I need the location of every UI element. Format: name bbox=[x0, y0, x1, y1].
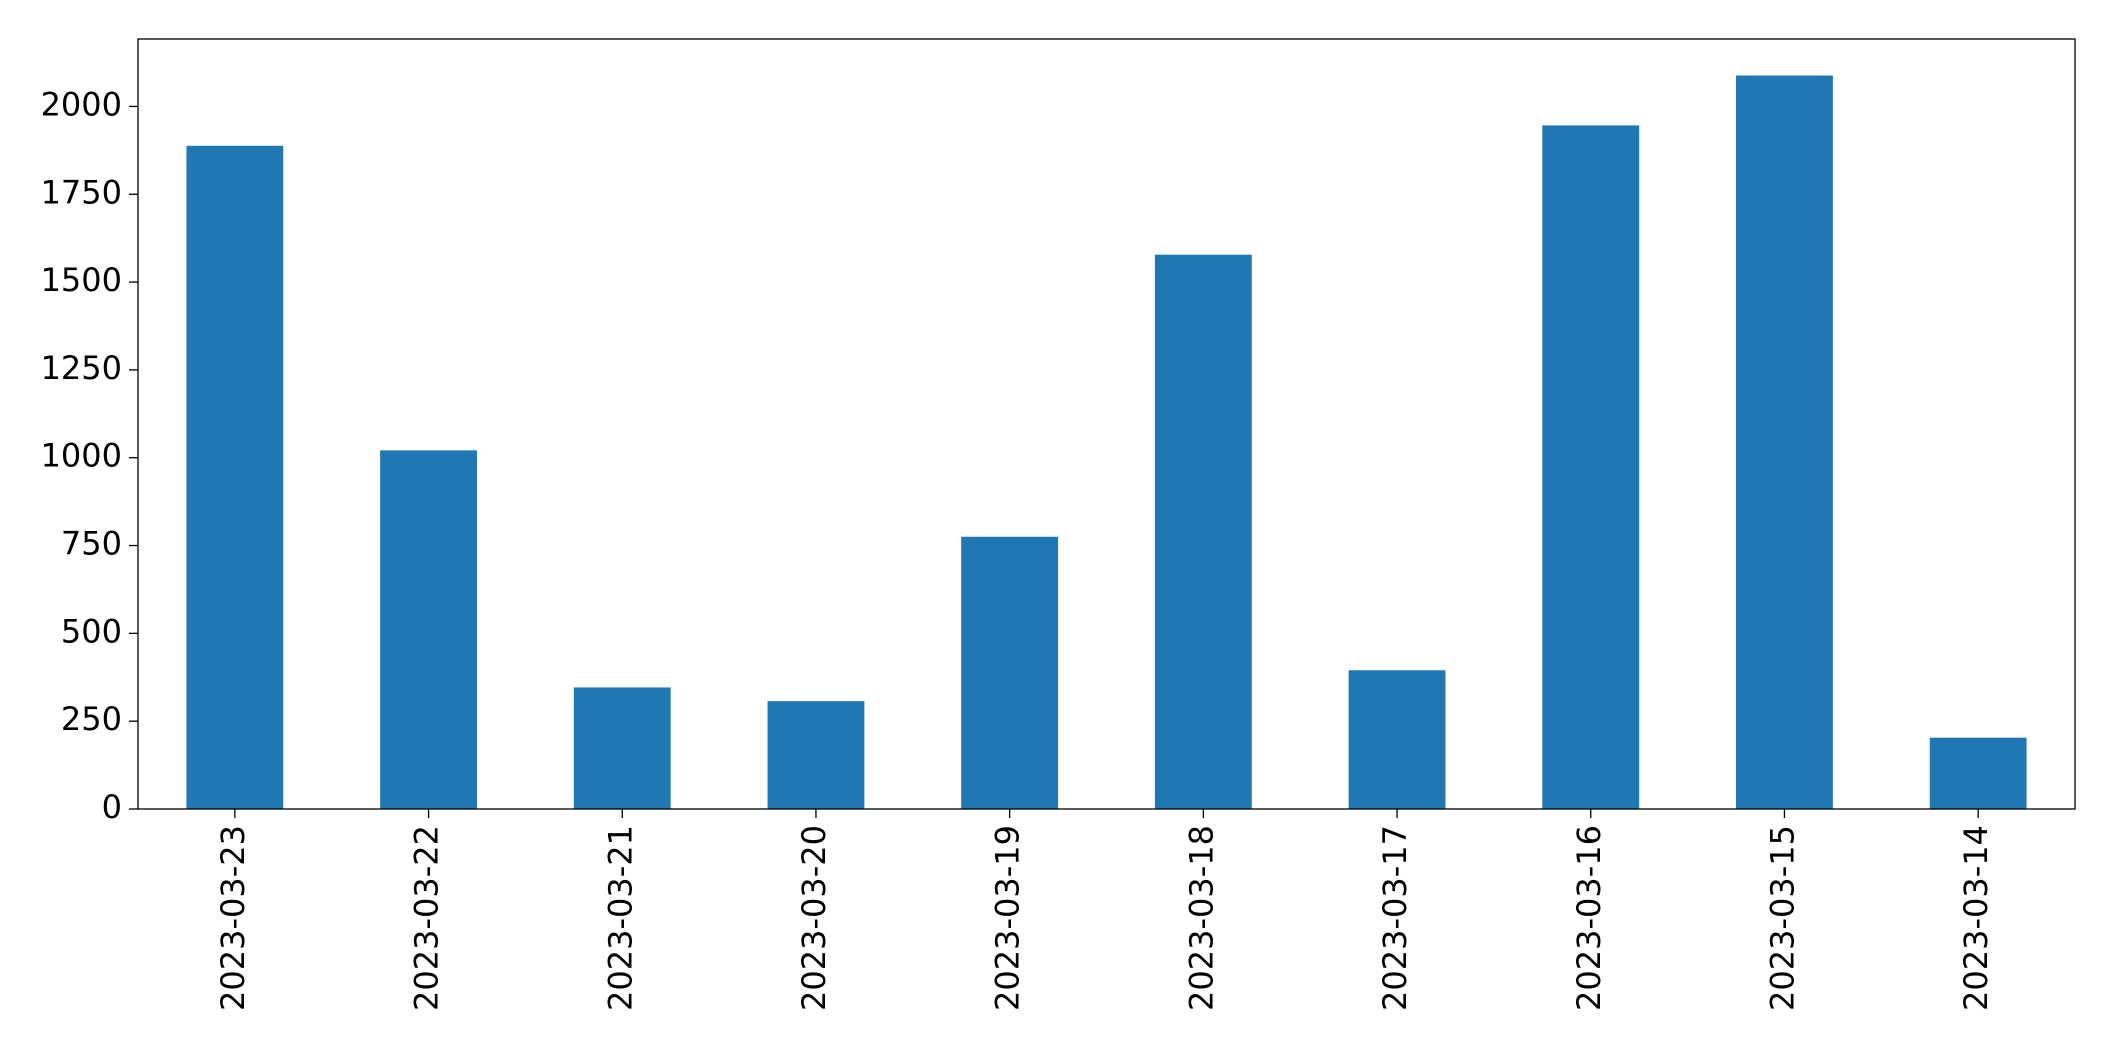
x-tick-label: 2023-03-14 bbox=[1957, 825, 1995, 1011]
y-tick-label: 1750 bbox=[41, 173, 122, 211]
x-tick-label: 2023-03-23 bbox=[214, 825, 252, 1011]
x-tick-label: 2023-03-17 bbox=[1376, 825, 1414, 1011]
x-tick-label: 2023-03-19 bbox=[989, 825, 1027, 1011]
y-tick-label: 1250 bbox=[41, 349, 122, 387]
bar bbox=[1929, 737, 2027, 809]
x-tick-label: 2023-03-20 bbox=[795, 825, 833, 1011]
x-tick-label: 2023-03-15 bbox=[1763, 825, 1801, 1011]
x-tick-label: 2023-03-21 bbox=[601, 825, 639, 1011]
y-tick-label: 2000 bbox=[41, 85, 122, 123]
y-tick-label: 0 bbox=[102, 788, 122, 826]
bar bbox=[1542, 125, 1640, 809]
bar bbox=[573, 687, 671, 809]
bar bbox=[767, 701, 865, 809]
y-tick-label: 250 bbox=[61, 700, 122, 738]
bar bbox=[961, 536, 1059, 809]
bar bbox=[1348, 670, 1446, 809]
y-tick-label: 750 bbox=[61, 525, 122, 563]
y-tick-label: 500 bbox=[61, 612, 122, 650]
bar bbox=[1154, 254, 1252, 809]
y-tick-label: 1000 bbox=[41, 437, 122, 475]
x-tick-label: 2023-03-16 bbox=[1570, 825, 1608, 1011]
plot-frame bbox=[137, 38, 2076, 810]
x-tick-label: 2023-03-22 bbox=[408, 825, 446, 1011]
bar bbox=[186, 145, 284, 809]
bar bbox=[1736, 75, 1833, 810]
y-tick-label: 1500 bbox=[41, 261, 122, 299]
bar bbox=[380, 450, 477, 809]
x-tick-label: 2023-03-18 bbox=[1182, 825, 1220, 1011]
